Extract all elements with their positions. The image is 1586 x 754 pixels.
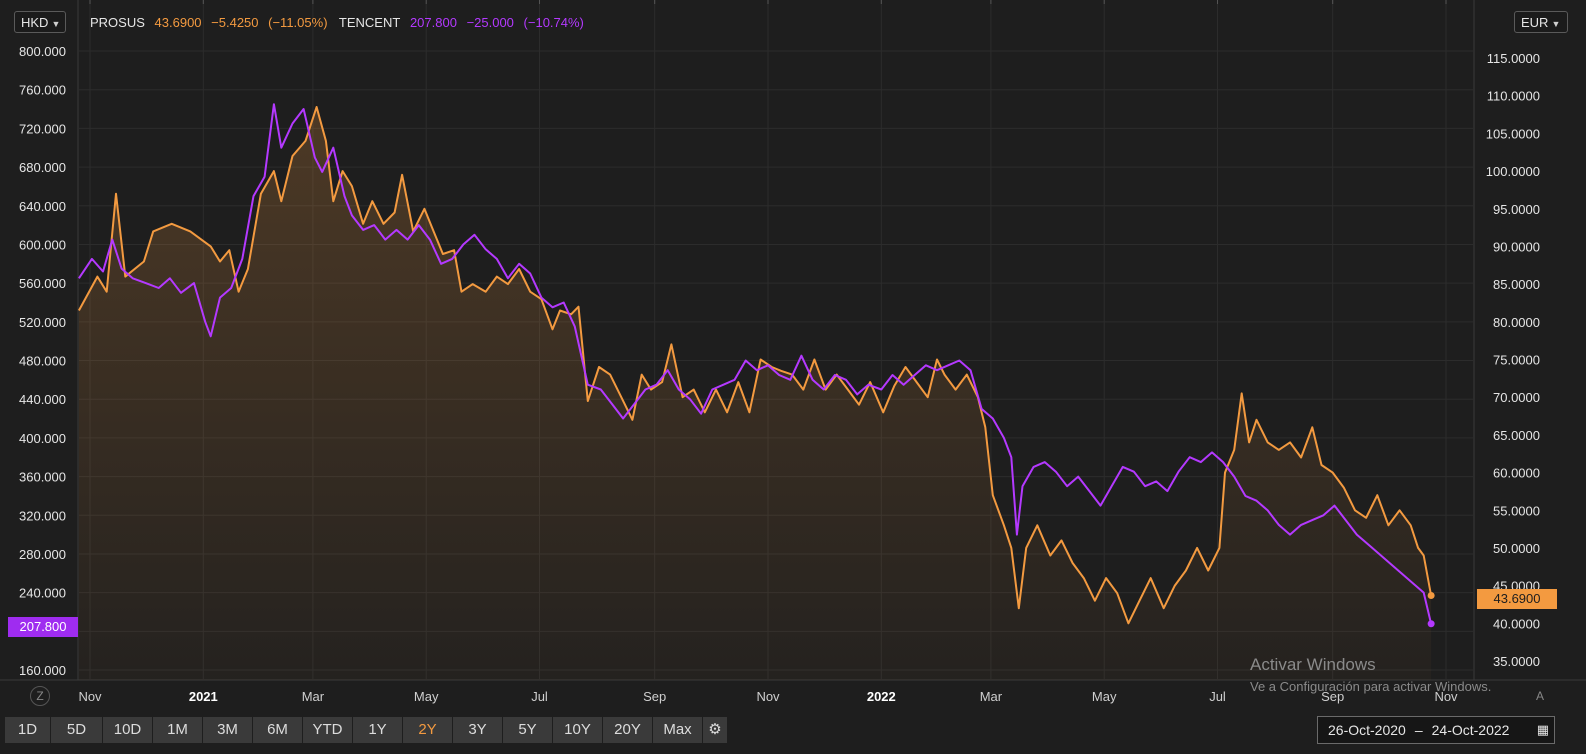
- right-axis-tick-label: 80.0000: [1493, 315, 1540, 330]
- range-button-3m[interactable]: 3M: [203, 717, 253, 743]
- watermark-subtitle: Ve a Configuración para activar Windows.: [1250, 679, 1492, 694]
- watermark-title: Activar Windows: [1250, 655, 1376, 674]
- range-button-max[interactable]: Max: [653, 717, 703, 743]
- auto-scale-button[interactable]: A: [1536, 689, 1545, 703]
- x-axis-tick-label: 2022: [867, 689, 896, 704]
- calendar-icon[interactable]: ▦: [1536, 722, 1549, 737]
- range-button-6m[interactable]: 6M: [253, 717, 303, 743]
- x-axis-tick-label: Jul: [1209, 689, 1226, 704]
- left-axis-tick-label: 560.000: [19, 276, 66, 291]
- left-axis-tick-label: 400.000: [19, 431, 66, 446]
- x-axis-tick-label: Sep: [1321, 689, 1344, 704]
- left-axis-tick-label: 600.000: [19, 237, 66, 252]
- legend-tencent-change: −25.000: [466, 15, 514, 30]
- left-axis-tick-label: 760.000: [19, 83, 66, 98]
- tencent-last-price-tag: 207.800: [8, 617, 78, 637]
- chart-canvas: 800.000 760.000 720.000 680.000 640.000 600.0…: [0, 0, 1586, 704]
- right-axis-tick-label: 70.0000: [1493, 390, 1540, 405]
- range-button-5d[interactable]: 5D: [51, 717, 103, 743]
- left-axis-tick-label: 240.000: [19, 586, 66, 601]
- right-currency-select[interactable]: EUR ▼: [1514, 11, 1568, 33]
- right-axis-tick-label: 40.0000: [1493, 616, 1540, 631]
- x-axis-tick-label: Nov: [756, 689, 780, 704]
- right-axis-tick-label: 65.0000: [1493, 428, 1540, 443]
- series-layer: [78, 103, 1435, 680]
- right-axis-tick-label: 95.0000: [1493, 202, 1540, 217]
- right-axis-tick-label: 35.0000: [1493, 654, 1540, 669]
- prosus-last-point: [1427, 591, 1435, 599]
- legend-prosus-price: 43.6900: [154, 15, 202, 30]
- prosus-line: [78, 106, 1433, 625]
- right-axis-tick-label: 50.0000: [1493, 541, 1540, 556]
- right-axis-tick-label: 100.0000: [1486, 164, 1540, 179]
- tencent-line: [78, 103, 1433, 625]
- left-axis-tick-label: 160.000: [19, 663, 66, 678]
- prosus-area: [78, 107, 1432, 680]
- left-axis-tick-label: 520.000: [19, 315, 66, 330]
- right-axis-tick-label: 60.0000: [1493, 466, 1540, 481]
- range-button-2y[interactable]: 2Y: [403, 717, 453, 743]
- right-y-axis: 115.0000 110.0000 105.0000 100.0000 95.0000 9…: [1486, 51, 1540, 669]
- range-button-10y[interactable]: 10Y: [553, 717, 603, 743]
- right-axis-tick-label: 110.0000: [1487, 89, 1540, 104]
- date-range-picker[interactable]: 26-Oct-2020–24-Oct-2022 ▦: [1317, 716, 1555, 744]
- x-axis: Nov 2021 Mar May Jul Sep Nov 2022 Mar May Jul Sep No…: [78, 689, 1458, 704]
- x-axis-tick-label: May: [1092, 689, 1117, 704]
- legend-tencent-price: 207.800: [409, 15, 457, 30]
- range-button-1m[interactable]: 1M: [153, 717, 203, 743]
- date-from: 26-Oct-2020: [1328, 722, 1406, 738]
- legend-tencent-name: TENCENT: [338, 15, 401, 30]
- range-button-5y[interactable]: 5Y: [503, 717, 553, 743]
- range-button-ytd[interactable]: YTD: [303, 717, 353, 743]
- zoom-button[interactable]: Z: [30, 686, 50, 706]
- x-axis-tick-label: Nov: [1434, 689, 1458, 704]
- tencent-last-point: [1427, 620, 1435, 628]
- range-button-10d[interactable]: 10D: [103, 717, 153, 743]
- right-axis-tick-label: 55.0000: [1493, 503, 1540, 518]
- x-axis-tick-label: Jul: [531, 689, 548, 704]
- range-button-1d[interactable]: 1D: [5, 717, 51, 743]
- windows-activation-watermark: Activar Windows Ve a Configuración para …: [1250, 655, 1491, 694]
- right-currency-label: EUR: [1521, 15, 1549, 30]
- legend-prosus-name: PROSUS: [90, 15, 145, 30]
- chevron-down-icon: ▼: [1551, 19, 1561, 29]
- left-currency-select[interactable]: HKD ▼: [14, 11, 66, 33]
- left-axis-tick-label: 640.000: [19, 199, 66, 214]
- right-axis-tick-label: 90.0000: [1493, 239, 1540, 254]
- chart-legend: PROSUS 43.6900 −5.4250 (−11.05%) TENCENT…: [90, 15, 590, 30]
- left-axis-tick-label: 680.000: [19, 160, 66, 175]
- range-button-3y[interactable]: 3Y: [453, 717, 503, 743]
- left-axis-tick-label: 720.000: [19, 121, 66, 136]
- prosus-last-price-tag: 43.6900: [1477, 589, 1557, 609]
- left-axis-tick-label: 440.000: [19, 392, 66, 407]
- date-to: 24-Oct-2022: [1431, 722, 1510, 738]
- left-axis-tick-label: 360.000: [19, 470, 66, 485]
- legend-prosus-change: −5.4250: [211, 15, 259, 30]
- left-y-axis: 800.000 760.000 720.000 680.000 640.000 600.0…: [19, 44, 66, 678]
- right-axis-tick-label: 85.0000: [1493, 277, 1540, 292]
- left-axis-tick-label: 320.000: [19, 508, 66, 523]
- left-axis-tick-label: 280.000: [19, 547, 66, 562]
- x-axis-tick-label: Mar: [980, 689, 1003, 704]
- right-axis-tick-label: 105.0000: [1486, 126, 1540, 141]
- x-axis-tick-label: Nov: [78, 689, 102, 704]
- x-axis-tick-label: Mar: [302, 689, 325, 704]
- range-button-20y[interactable]: 20Y: [603, 717, 653, 743]
- x-axis-tick-label: May: [414, 689, 439, 704]
- legend-prosus-change-pct: (−11.05%): [268, 15, 328, 30]
- gear-icon[interactable]: ⚙: [703, 717, 727, 743]
- left-currency-label: HKD: [21, 15, 49, 30]
- chart-area[interactable]: 800.000 760.000 720.000 680.000 640.000 600.0…: [0, 0, 1586, 716]
- range-button-1y[interactable]: 1Y: [353, 717, 403, 743]
- date-separator: –: [1414, 722, 1423, 738]
- x-axis-tick-label: 2021: [189, 689, 218, 704]
- chevron-down-icon: ▼: [51, 19, 61, 29]
- right-axis-tick-label: 115.0000: [1487, 51, 1540, 66]
- right-axis-tick-label: 75.0000: [1493, 353, 1540, 368]
- legend-tencent-change-pct: (−10.74%): [523, 15, 584, 30]
- left-axis-tick-label: 480.000: [19, 354, 66, 369]
- x-axis-tick-label: Sep: [643, 689, 666, 704]
- left-axis-tick-label: 800.000: [19, 44, 66, 59]
